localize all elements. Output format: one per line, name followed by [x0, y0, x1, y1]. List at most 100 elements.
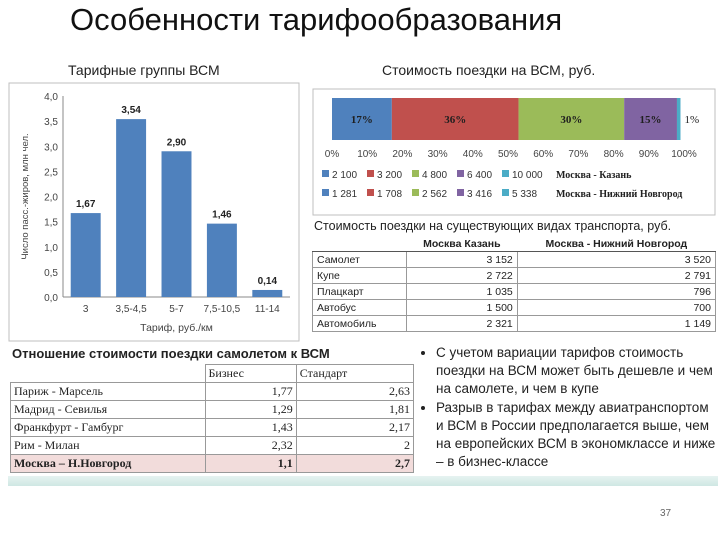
x-axis-label: Тариф, руб./км [140, 322, 213, 334]
route-cell: Москва – Н.Новгород [10, 454, 206, 473]
cost-cell: 700 [516, 299, 717, 316]
stacked-segment [624, 98, 677, 140]
x-tick-label: 5-7 [169, 304, 184, 315]
ratio-cell: 1,43 [204, 418, 297, 437]
ratio-cell: 2,63 [295, 382, 415, 401]
legend-label: 5 338 [512, 189, 537, 200]
footer-band [8, 476, 718, 486]
bar-value-label: 3,54 [121, 105, 141, 116]
segment-label: 1% [684, 114, 699, 126]
segment-label: 30% [560, 114, 582, 126]
page-number: 37 [660, 508, 672, 519]
y-tick-label: 3,0 [44, 142, 58, 153]
ratio-cell: 2,17 [295, 418, 415, 437]
cost-cell: 796 [516, 283, 717, 300]
ratio-header-row: Бизнес Стандарт [10, 364, 415, 383]
segment-label: 15% [640, 114, 662, 126]
x-tick-label: 90% [639, 149, 659, 160]
table-row: Плацкарт 1 035 796 [312, 283, 717, 300]
legend-swatch [457, 170, 464, 177]
legend-label: 10 000 [512, 170, 543, 181]
legend-label: 2 562 [422, 189, 447, 200]
ratio-cell: 2 [295, 436, 415, 455]
ratio-cell: 1,81 [295, 400, 415, 419]
notes-panel: С учетом вариации тарифов стоимость поез… [420, 344, 716, 471]
route-cell: Париж - Марсель [10, 382, 206, 401]
stacked-segment [391, 98, 519, 140]
ratio-header-corner [10, 364, 206, 383]
ratio-cell: 1,29 [204, 400, 297, 419]
cost-cell: 1 035 [406, 283, 518, 300]
legend-route-label: Москва - Нижний Новгород [556, 189, 682, 200]
bar-value-label: 0,14 [258, 276, 278, 287]
ratio-cell: 1,77 [204, 382, 297, 401]
legend-label: 6 400 [467, 170, 492, 181]
ratio-cell: 2,32 [204, 436, 297, 455]
legend-label: 2 100 [332, 170, 357, 181]
transport-mode-cell: Купе [312, 267, 407, 284]
bar-chart-title: Тарифные группы ВСМ [68, 62, 220, 78]
route-cell: Рим - Милан [10, 436, 206, 455]
legend-swatch [367, 189, 374, 196]
cost-cell: 3 152 [406, 251, 518, 268]
legend-label: 1 281 [332, 189, 357, 200]
ratio-cell: 1,1 [204, 454, 297, 473]
transport-mode-cell: Плацкарт [312, 283, 407, 300]
y-tick-label: 2,0 [44, 193, 58, 204]
legend-swatch [322, 170, 329, 177]
legend-label: 4 800 [422, 170, 447, 181]
legend-route-label: Москва - Казань [556, 170, 632, 181]
bar-value-label: 1,67 [76, 199, 96, 210]
x-tick-label: 50% [498, 149, 518, 160]
ratio-cell: 2,7 [295, 454, 415, 473]
table-header-kazan: Москва Казань [406, 237, 518, 252]
bar-value-label: 2,90 [167, 137, 187, 148]
x-tick-label: 40% [463, 149, 483, 160]
legend-swatch [367, 170, 374, 177]
cost-cell: 1 500 [406, 299, 518, 316]
x-tick-label: 30% [428, 149, 448, 160]
cost-cell: 3 520 [516, 251, 717, 268]
transport-mode-cell: Самолет [312, 251, 407, 268]
bar [70, 213, 101, 297]
slide-title: Особенности тарифообразования [70, 2, 563, 37]
cost-cell: 2 321 [406, 315, 518, 332]
table-row: Москва – Н.Новгород 1,1 2,7 [10, 454, 415, 473]
x-tick-label: 80% [604, 149, 624, 160]
ratio-header-standard: Стандарт [295, 364, 415, 383]
x-tick-label: 10% [357, 149, 377, 160]
table-row: Мадрид - Севилья 1,29 1,81 [10, 400, 415, 419]
bar [161, 151, 192, 297]
x-tick-label: 70% [568, 149, 588, 160]
table-row: Париж - Марсель 1,77 2,63 [10, 382, 415, 401]
chart-frame [312, 88, 716, 216]
bar-value-label: 1,46 [212, 210, 232, 221]
legend-swatch [457, 189, 464, 196]
x-tick-label: 100% [671, 149, 697, 160]
ratio-header-business: Бизнес [204, 364, 297, 383]
note-item: Разрыв в тарифах между авиатранспортом и… [436, 399, 716, 472]
legend-label: 3 416 [467, 189, 492, 200]
table-header-corner [312, 237, 407, 252]
x-tick-label: 60% [533, 149, 553, 160]
y-tick-label: 0,0 [44, 293, 58, 304]
table-row: Самолет 3 152 3 520 [312, 251, 717, 268]
table-header-nnovgorod: Москва - Нижний Новгород [517, 237, 716, 252]
y-tick-label: 1,0 [44, 243, 58, 254]
table-row: Автомобиль 2 321 1 149 [312, 315, 717, 332]
ratio-table-title: Отношение стоимости поездки самолетом к … [12, 346, 330, 361]
x-tick-label: 7,5-10,5 [204, 304, 241, 315]
y-tick-label: 2,5 [44, 167, 58, 178]
x-tick-label: 3,5-4,5 [116, 304, 148, 315]
cost-cell: 2 791 [516, 267, 717, 284]
route-cell: Франкфурт - Гамбург [10, 418, 206, 437]
x-tick-label: 20% [392, 149, 412, 160]
bar [252, 289, 283, 297]
transport-mode-cell: Автобус [312, 299, 407, 316]
y-tick-label: 3,5 [44, 117, 58, 128]
x-tick-label: 0% [325, 149, 340, 160]
transport-mode-cell: Автомобиль [312, 315, 407, 332]
route-cell: Мадрид - Севилья [10, 400, 206, 419]
note-item: С учетом вариации тарифов стоимость поез… [436, 344, 716, 399]
chart-frame [8, 82, 300, 342]
